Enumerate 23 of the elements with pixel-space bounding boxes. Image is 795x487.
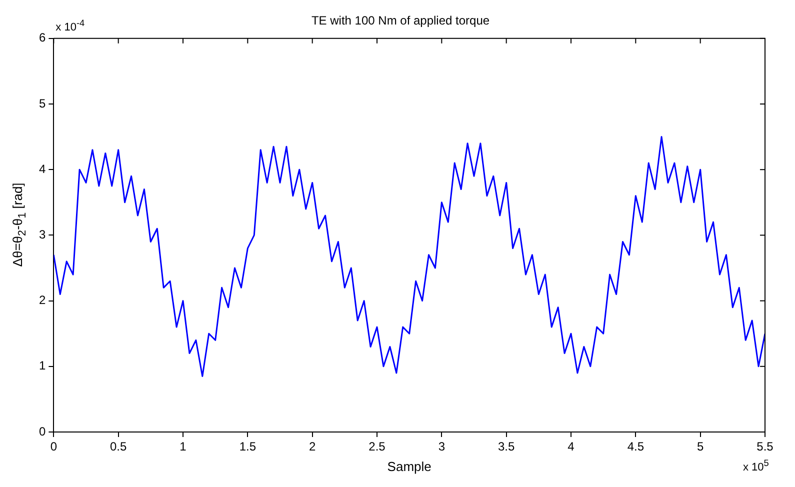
text: x 10$^{-4}$ <box>56 18 85 34</box>
chart-title: TE with 100 Nm of applied torque <box>311 14 490 28</box>
x-tick-label: 3.5 <box>498 440 515 454</box>
x-tick-label: 1 <box>180 440 187 454</box>
x-tick-label: 4 <box>568 440 575 454</box>
x-axis-title: Sample <box>387 458 432 474</box>
y-tick-label: 4 <box>38 162 46 176</box>
y-tick-label: 2 <box>38 293 46 308</box>
text: x 10$^{5}$ <box>743 458 769 474</box>
y-tick-label: 0 <box>38 424 46 438</box>
x-tick-label: 2.5 <box>368 440 386 454</box>
x-tick-label: 5 <box>696 440 704 454</box>
y-tick-label: 1 <box>38 358 46 373</box>
x-tick-label: 2 <box>308 440 316 454</box>
y-tick-label: 5 <box>38 96 46 110</box>
y-tick-label: 3 <box>38 228 46 242</box>
x-tick-label: 0 <box>50 440 58 454</box>
x-tick-label: 4.5 <box>627 440 644 454</box>
x-tick-label: 1.5 <box>239 440 256 454</box>
x-tick-label: 5.5 <box>756 440 774 454</box>
x-tick-label: 3 <box>438 440 446 454</box>
y-tick-label: 6 <box>38 30 46 45</box>
x-tick-label: 0.5 <box>110 440 128 454</box>
